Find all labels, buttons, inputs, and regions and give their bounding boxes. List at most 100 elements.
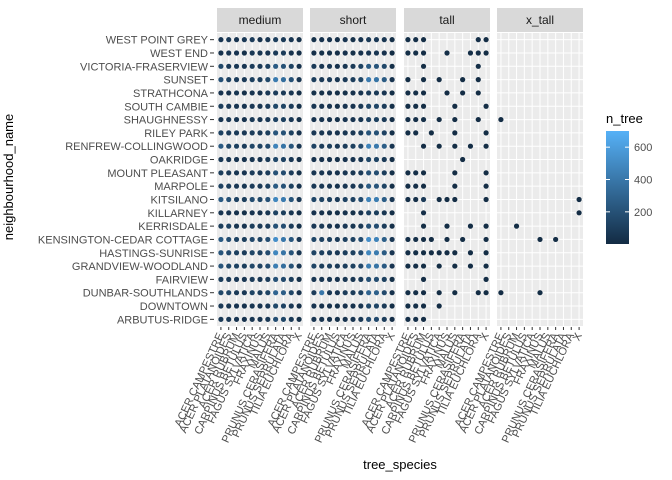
- data-point: [233, 77, 240, 83]
- data-point: [334, 170, 340, 176]
- data-point: [257, 170, 263, 176]
- data-point: [265, 290, 271, 296]
- data-point: [241, 143, 247, 149]
- data-point: [366, 37, 372, 43]
- data-point: [241, 316, 247, 322]
- data-point: [460, 90, 466, 96]
- data-point: [265, 316, 271, 322]
- data-point: [381, 303, 387, 309]
- data-point: [288, 63, 294, 69]
- data-point: [218, 37, 224, 43]
- data-point: [576, 196, 582, 203]
- data-point: [373, 116, 380, 123]
- data-point: [319, 196, 325, 203]
- data-point: [265, 236, 271, 243]
- data-point: [436, 250, 442, 256]
- data-point: [241, 90, 247, 96]
- y-tick-label: WEST POINT GREY: [106, 35, 209, 47]
- data-point: [226, 290, 232, 296]
- data-point: [326, 37, 333, 43]
- data-point: [475, 90, 481, 96]
- data-point: [288, 77, 294, 83]
- data-point: [444, 223, 450, 229]
- data-point: [381, 250, 387, 256]
- data-point: [467, 263, 474, 269]
- data-point: [326, 63, 333, 69]
- data-point: [420, 263, 427, 269]
- data-point: [311, 116, 317, 123]
- data-point: [226, 223, 232, 229]
- data-point: [366, 290, 372, 296]
- data-point: [273, 183, 279, 189]
- data-point: [326, 276, 333, 282]
- data-point: [233, 316, 240, 322]
- data-point: [319, 290, 325, 296]
- data-point: [273, 210, 279, 216]
- data-point: [373, 263, 380, 269]
- data-point: [342, 223, 348, 229]
- data-point: [420, 250, 427, 256]
- data-point: [420, 170, 427, 176]
- data-point: [249, 143, 255, 149]
- data-point: [273, 90, 279, 96]
- data-point: [326, 263, 333, 269]
- data-point: [413, 90, 419, 96]
- data-point: [319, 77, 325, 83]
- data-point: [334, 223, 340, 229]
- data-point: [452, 103, 458, 109]
- data-point: [373, 303, 380, 309]
- data-point: [553, 236, 559, 243]
- data-point: [358, 303, 364, 309]
- data-point: [257, 156, 263, 163]
- data-point: [265, 103, 271, 109]
- data-point: [257, 290, 263, 296]
- data-point: [358, 130, 364, 136]
- data-point: [389, 263, 395, 269]
- y-tick-label: KITSILANO: [151, 194, 209, 206]
- data-point: [326, 223, 333, 229]
- data-point: [241, 116, 247, 123]
- data-point: [296, 236, 302, 243]
- data-point: [350, 250, 356, 256]
- data-point: [241, 103, 247, 109]
- data-point: [389, 37, 395, 43]
- data-point: [436, 303, 442, 309]
- data-point: [381, 263, 387, 269]
- data-point: [249, 77, 255, 83]
- legend-tick-label: 400: [634, 174, 652, 186]
- data-point: [280, 170, 287, 176]
- data-point: [233, 63, 240, 69]
- data-point: [296, 143, 302, 149]
- data-point: [296, 103, 302, 109]
- data-point: [413, 290, 419, 296]
- data-point: [226, 116, 232, 123]
- data-point: [296, 196, 302, 203]
- data-point: [280, 316, 287, 322]
- y-tick-label: DUNBAR-SOUTHLANDS: [83, 288, 208, 300]
- data-point: [452, 250, 458, 256]
- data-point: [233, 143, 240, 149]
- data-point: [233, 183, 240, 189]
- data-point: [483, 183, 489, 189]
- data-point: [405, 196, 411, 203]
- y-tick-label: DOWNTOWN: [140, 301, 208, 313]
- data-point: [358, 90, 364, 96]
- data-point: [233, 156, 240, 163]
- data-point: [218, 103, 224, 109]
- data-point: [257, 130, 263, 136]
- data-point: [326, 250, 333, 256]
- data-point: [381, 236, 387, 243]
- data-point: [373, 63, 380, 69]
- data-point: [319, 156, 325, 163]
- data-point: [280, 210, 287, 216]
- data-point: [218, 223, 224, 229]
- data-point: [389, 103, 395, 109]
- data-point: [233, 37, 240, 43]
- data-point: [483, 196, 489, 203]
- data-point: [273, 143, 279, 149]
- data-point: [366, 303, 372, 309]
- data-point: [373, 170, 380, 176]
- data-point: [358, 316, 364, 322]
- data-point: [265, 63, 271, 69]
